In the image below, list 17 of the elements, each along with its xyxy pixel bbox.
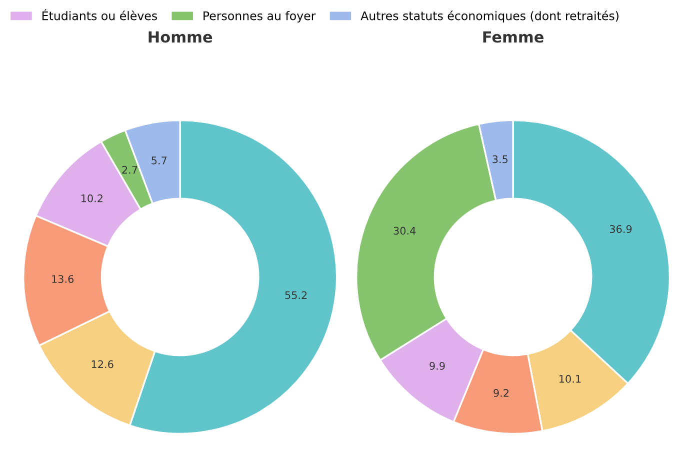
legend-label: Étudiants ou élèves — [42, 9, 157, 20]
data-label: 2.7 — [122, 166, 138, 174]
data-label: 36.9 — [610, 225, 632, 233]
data-label: 5.7 — [152, 156, 167, 164]
data-label: 9.9 — [430, 362, 445, 370]
data-label: 12.6 — [92, 360, 114, 368]
legend-label: Personnes au foyer — [204, 11, 316, 23]
data-label: 3.5 — [492, 155, 508, 164]
legend-label: Autres statuts économiques (dont retraités) — [360, 10, 618, 23]
chart-title: Femme — [483, 31, 544, 43]
data-label: 9.2 — [494, 389, 508, 397]
data-label: 55.2 — [285, 291, 307, 300]
data-label: 13.6 — [52, 275, 74, 283]
data-label: 30.4 — [394, 226, 416, 235]
data-label: 10.2 — [81, 194, 102, 202]
data-label: 10.1 — [560, 374, 581, 383]
text: Homme — [148, 31, 212, 43]
